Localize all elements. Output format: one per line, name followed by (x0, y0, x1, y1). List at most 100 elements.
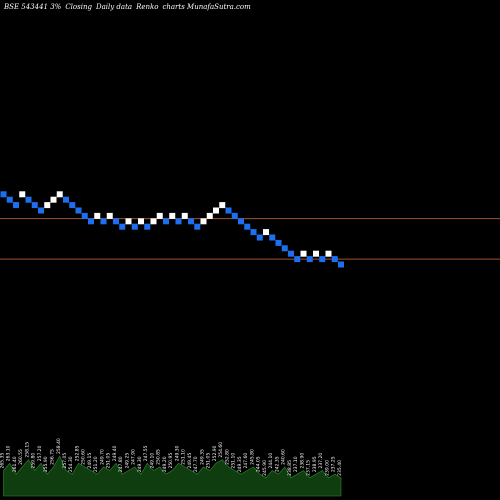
price-label: 249.25 (125, 453, 131, 469)
renko-brick-up (213, 207, 219, 214)
price-label: 237.25 (331, 456, 337, 472)
price-label: 247.60 (243, 453, 249, 469)
renko-brick-up (181, 212, 188, 219)
renko-brick-down (69, 202, 76, 209)
renko-brick-down (163, 218, 169, 225)
renko-brick-down (281, 245, 288, 252)
price-label: 249.45 (187, 453, 193, 469)
renko-brick-up (138, 218, 144, 225)
price-label: 258.40 (56, 438, 62, 454)
price-label: 247.80 (118, 456, 124, 472)
price-label: 251.20 (93, 456, 99, 472)
renko-brick-down (288, 250, 294, 257)
renko-brick-down (250, 229, 257, 236)
renko-brick-down (13, 202, 19, 209)
renko-brick-down (75, 207, 82, 214)
renko-brick-down (25, 196, 32, 203)
price-label: 258.15 (25, 442, 31, 458)
price-label: 259.80 (31, 453, 37, 469)
price-label: 250.60 (81, 449, 87, 465)
renko-brick-down (194, 223, 201, 230)
renko-brick-down (244, 223, 251, 230)
renko-brick-down (319, 256, 326, 263)
renko-brick-up (206, 212, 213, 219)
renko-brick-down (113, 218, 119, 225)
price-label: 250.85 (156, 449, 162, 465)
price-label: 249.30 (175, 445, 181, 461)
price-label: 247.90 (131, 449, 137, 465)
title-part: Renko (136, 3, 159, 11)
renko-brick-up (313, 250, 319, 257)
price-label: 260.55 (18, 449, 24, 465)
renko-brick-up (50, 196, 57, 203)
renko-brick-down (275, 239, 282, 246)
price-label: 245.90 (262, 460, 268, 476)
price-label: 238.90 (300, 453, 306, 469)
price-label: 237.20 (318, 453, 324, 469)
volume-area (3, 455, 342, 497)
price-label: 249.15 (87, 453, 93, 469)
price-label: 235.40 (337, 460, 343, 476)
price-label: 254.30 (68, 456, 74, 472)
renko-brick-down (38, 207, 44, 214)
price-label: 247.70 (193, 456, 199, 472)
price-label: 249.35 (237, 456, 243, 472)
renko-brick-up (19, 191, 26, 198)
price-label: 237.15 (306, 460, 312, 476)
price-label: 244.05 (256, 456, 262, 472)
price-label: 242.35 (275, 456, 281, 472)
renko-brick-down (269, 234, 276, 241)
renko-brick-down (0, 191, 7, 198)
price-label: 240.60 (281, 449, 287, 465)
renko-brick-down (238, 218, 244, 225)
price-label: 251.05 (206, 453, 212, 469)
title-part: Closing (65, 3, 92, 11)
price-label: 265.35 (0, 453, 6, 469)
price-label: 237.10 (293, 456, 299, 472)
renko-brick-down (119, 223, 126, 230)
price-label: 251.10 (231, 453, 237, 469)
renko-brick-up (56, 191, 63, 198)
price-label: 251.05 (106, 453, 112, 469)
price-label: 249.30 (137, 456, 143, 472)
price-label: 257.05 (62, 453, 68, 469)
price-label: 257.20 (37, 445, 43, 461)
renko-brick-up (169, 212, 176, 219)
renko-brick-up (150, 218, 157, 225)
renko-brick-down (175, 218, 182, 225)
renko-brick-down (81, 212, 88, 219)
price-label: 252.80 (225, 449, 231, 465)
price-label: 250.95 (168, 453, 174, 469)
price-label: 261.40 (12, 456, 18, 472)
price-label: 256.75 (50, 449, 56, 465)
renko-brick-up (325, 250, 332, 257)
renko-brick-up (300, 250, 307, 257)
renko-brick-up (106, 212, 113, 219)
renko-brick-down (144, 223, 151, 230)
renko-brick-down (131, 223, 138, 230)
price-label: 244.10 (268, 453, 274, 469)
renko-brick-up (156, 212, 163, 219)
price-label: 252.85 (75, 445, 81, 461)
renko-brick-down (256, 234, 263, 241)
renko-brick-down (231, 212, 238, 219)
renko-brick-down (294, 256, 301, 263)
price-label: 249.35 (200, 449, 206, 465)
renko-brick-down (63, 196, 69, 203)
renko-brick-up (263, 229, 269, 236)
title-symbol: BSE 543441 3% (4, 3, 62, 11)
price-label: 251.10 (181, 449, 187, 465)
renko-brick-up (94, 212, 101, 219)
renko-brick-down (88, 218, 94, 225)
price-label: 247.55 (143, 445, 149, 461)
renko-brick-up (200, 218, 207, 225)
price-label: 252.90 (212, 445, 218, 461)
price-label: 238.85 (287, 460, 293, 476)
renko-brick-down (331, 256, 338, 263)
renko-brick-down (225, 207, 232, 214)
price-label: 255.90 (43, 456, 49, 472)
price-label: 245.80 (250, 449, 256, 465)
title-part: Daily data (95, 3, 133, 11)
